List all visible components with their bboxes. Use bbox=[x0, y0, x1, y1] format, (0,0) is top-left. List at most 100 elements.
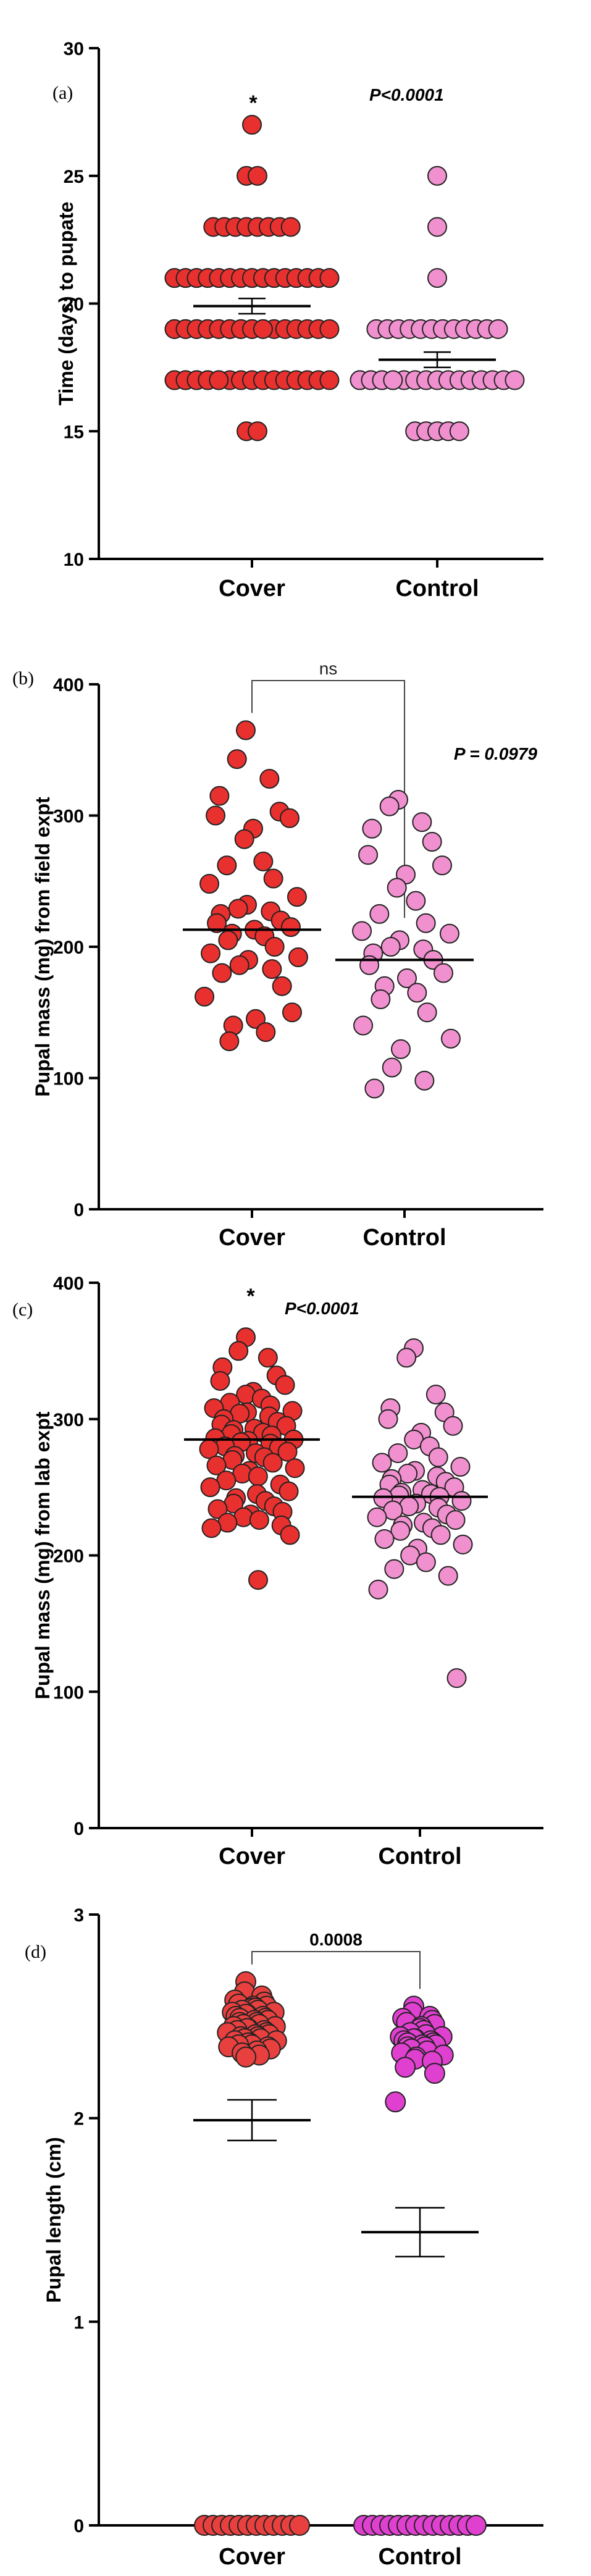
y-axis-title: Pupal length (cm) bbox=[43, 2137, 65, 2302]
chart-d-svg: 0 1 2 3 Cover Control Pupal length (cm) (d) 0.00… bbox=[25, 1905, 543, 2570]
data-point-cover bbox=[212, 963, 232, 983]
data-point-control bbox=[427, 268, 447, 288]
data-point-control bbox=[368, 1579, 388, 1600]
data-point-cover bbox=[319, 370, 340, 390]
data-point-cover bbox=[229, 955, 249, 975]
data-point-control bbox=[416, 1552, 436, 1572]
data-point-control bbox=[432, 855, 452, 876]
data-point-cover bbox=[228, 899, 248, 919]
comparison-bracket bbox=[251, 1951, 421, 1989]
data-point-cover bbox=[210, 1370, 230, 1391]
panel-d-pupal-length: 0 1 2 3 Cover Control Pupal length (cm) (d) 0.00… bbox=[0, 1871, 591, 2576]
data-point-control bbox=[424, 2063, 445, 2084]
data-point-cover bbox=[201, 943, 221, 963]
data-point-cover bbox=[206, 1455, 227, 1475]
data-point-cover bbox=[246, 1009, 266, 1029]
panel-b-pupal-mass-field: 0 100 200 300 400 Cover Control Pupal mass (mg)… bbox=[0, 636, 591, 1254]
significance-star: * bbox=[246, 1285, 255, 1308]
data-point-cover bbox=[280, 917, 301, 938]
panel-label: (b) bbox=[12, 668, 34, 689]
data-point-cover bbox=[248, 1466, 268, 1487]
y-tick-label: 200 bbox=[53, 938, 84, 958]
data-point-cover bbox=[256, 1022, 276, 1043]
data-point-control bbox=[439, 923, 459, 944]
data-point-control bbox=[453, 1534, 473, 1554]
data-point-cover bbox=[242, 115, 262, 135]
y-tick-label: 2 bbox=[73, 2109, 84, 2129]
data-point-cover bbox=[200, 1477, 220, 1498]
y-axis-title: Pupal mass (mg) from lab expt bbox=[31, 1411, 54, 1699]
data-point-cover bbox=[219, 1031, 240, 1051]
data-point-control bbox=[449, 421, 469, 442]
y-tick-label: 0 bbox=[73, 2516, 84, 2536]
data-point-cover bbox=[279, 808, 300, 828]
data-point-cover bbox=[199, 1439, 219, 1459]
data-point-control bbox=[430, 1525, 451, 1545]
data-point-cover bbox=[280, 1525, 300, 1545]
data-point-control bbox=[445, 1510, 466, 1530]
panel-a-time-to-pupate: 10 15 20 25 30 Cover Control Time (days) to pup… bbox=[0, 0, 591, 636]
panel-c-pupal-mass-lab: 0 100 200 300 400 Cover Control Pupal mass (mg)… bbox=[0, 1254, 591, 1871]
y-axis-title: Pupal mass (mg) from field expt bbox=[31, 797, 54, 1097]
data-point-control bbox=[382, 1057, 402, 1078]
data-point-cover bbox=[259, 769, 280, 789]
p-value-annotation: P<0.0001 bbox=[369, 85, 444, 104]
data-point-control bbox=[417, 1002, 437, 1023]
y-tick-label: 30 bbox=[64, 39, 84, 59]
data-point-cover bbox=[207, 1499, 228, 1519]
y-tick-label: 300 bbox=[53, 1410, 84, 1430]
data-point-cover bbox=[207, 913, 227, 933]
data-point-cover bbox=[218, 930, 238, 950]
data-point-cover bbox=[199, 874, 220, 894]
y-axis-title: Time (days) to pupate bbox=[55, 201, 77, 405]
data-point-cover bbox=[288, 947, 308, 967]
panel-label: (c) bbox=[12, 1299, 33, 1320]
data-point-cover bbox=[282, 1002, 302, 1023]
data-point-control bbox=[440, 1028, 461, 1049]
data-point-cover bbox=[280, 217, 301, 237]
data-point-cover bbox=[263, 868, 283, 889]
data-point-control bbox=[352, 921, 372, 941]
data-point-control bbox=[414, 1070, 435, 1091]
data-point-cover bbox=[277, 1441, 298, 1462]
data-point-cover bbox=[249, 1510, 269, 1530]
data-point-cover bbox=[279, 1481, 299, 1501]
bracket-label: ns bbox=[319, 659, 338, 678]
data-point-control bbox=[397, 968, 417, 988]
data-point-control bbox=[446, 1668, 467, 1689]
y-tick-label: 1 bbox=[73, 2312, 84, 2333]
significance-star: * bbox=[249, 91, 258, 115]
x-category-label: Cover bbox=[219, 1225, 285, 1251]
data-point-cover bbox=[262, 1453, 283, 1473]
chart-b-svg: 0 100 200 300 400 Cover Control Pupal mass (mg)… bbox=[12, 659, 543, 1251]
data-point-control bbox=[451, 1491, 472, 1511]
chart-a-svg: 10 15 20 25 30 Cover Control Time (days) to pup… bbox=[52, 39, 543, 602]
data-point-control bbox=[390, 1521, 411, 1541]
data-point-cover bbox=[262, 959, 282, 980]
data-point-control bbox=[406, 891, 426, 911]
data-point-cover bbox=[253, 851, 274, 871]
data-point-control bbox=[379, 796, 400, 816]
x-category-label: Control bbox=[378, 1844, 461, 1869]
data-point-control bbox=[362, 818, 382, 839]
y-tick-label: 200 bbox=[53, 1546, 84, 1567]
data-point-control bbox=[387, 878, 407, 898]
data-point-control bbox=[364, 1078, 385, 1099]
data-point-control bbox=[438, 1566, 458, 1586]
y-tick-label: 25 bbox=[64, 167, 84, 187]
data-point-control bbox=[383, 370, 403, 390]
data-point-cover bbox=[234, 829, 254, 849]
zero-data-point-control bbox=[466, 2515, 487, 2536]
y-tick-label: 10 bbox=[64, 550, 84, 570]
x-category-label: Cover bbox=[219, 576, 285, 602]
bracket-label: 0.0008 bbox=[309, 1930, 363, 1949]
data-point-control bbox=[372, 1453, 392, 1473]
p-value-annotation: P = 0.0979 bbox=[454, 744, 538, 763]
data-point-cover bbox=[319, 319, 340, 339]
data-point-control bbox=[358, 845, 379, 865]
x-category-label: Control bbox=[395, 576, 479, 602]
data-point-control bbox=[384, 1559, 404, 1579]
data-point-cover bbox=[227, 749, 247, 770]
data-point-cover bbox=[201, 1518, 222, 1538]
y-tick-label: 3 bbox=[73, 1905, 84, 1926]
